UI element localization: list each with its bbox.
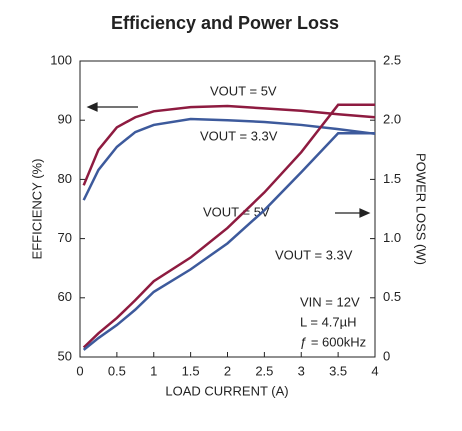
chart-title: Efficiency and Power Loss [111, 13, 339, 33]
x-tick-label: 3.5 [329, 363, 347, 378]
x-tick-label: 4 [371, 363, 378, 378]
y2-tick-label: 2.0 [383, 112, 401, 127]
y2-axis-label: POWER LOSS (W) [414, 153, 429, 265]
x-tick-label: 0.5 [108, 363, 126, 378]
y-tick-label: 80 [58, 171, 72, 186]
x-tick-label: 1.5 [182, 363, 200, 378]
annotation: ƒ = 600kHz [300, 334, 366, 349]
annotation: VIN = 12V [300, 294, 360, 309]
arrows [86, 102, 371, 218]
y-axis-label: EFFICIENCY (%) [29, 159, 44, 260]
series-line [82, 104, 376, 186]
y-tick-label: 50 [58, 348, 72, 363]
x-tick-label: 2.5 [255, 363, 273, 378]
annotation: VOUT = 3.3V [200, 128, 278, 143]
y-tick-label: 60 [58, 289, 72, 304]
x-tick-label: 3 [298, 363, 305, 378]
y-tick-label: 70 [58, 230, 72, 245]
x-tick-label: 1 [150, 363, 157, 378]
x-tick-label: 0 [76, 363, 83, 378]
series-line [82, 103, 375, 349]
series-line [82, 131, 375, 351]
y2-tick-label: 0 [383, 348, 390, 363]
y-tick-label: 90 [58, 112, 72, 127]
annotation: VOUT = 5V [203, 204, 270, 219]
y-tick-label: 100 [50, 52, 72, 67]
annotation: VOUT = 3.3V [275, 247, 353, 262]
y2-tick-label: 1.0 [383, 230, 401, 245]
series-line [82, 117, 376, 201]
annotation: L = 4.7µH [300, 314, 357, 329]
y2-tick-label: 2.5 [383, 52, 401, 67]
y2-tick-label: 0.5 [383, 289, 401, 304]
x-axis-label: LOAD CURRENT (A) [165, 383, 288, 398]
y2-tick-label: 1.5 [383, 171, 401, 186]
x-tick-label: 2 [224, 363, 231, 378]
annotation: VOUT = 5V [210, 83, 277, 98]
